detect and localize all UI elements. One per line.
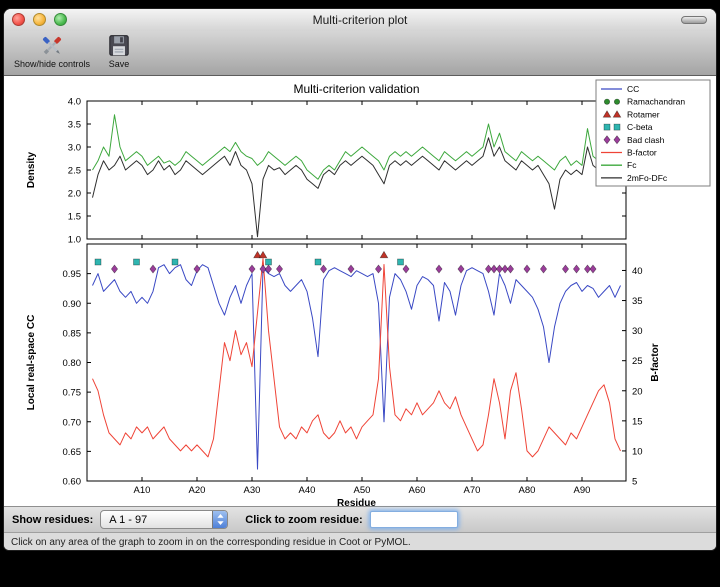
status-bar: Click on any area of the graph to zoom i… <box>4 532 716 550</box>
save-label: Save <box>108 59 130 69</box>
svg-text:A60: A60 <box>409 485 426 496</box>
titlebar[interactable]: Multi-criterion plot <box>4 9 716 31</box>
zoom-residue-input[interactable] <box>369 511 458 528</box>
svg-text:A70: A70 <box>464 485 481 496</box>
svg-text:0.90: 0.90 <box>63 299 82 310</box>
density-axis-label: Density <box>26 152 37 189</box>
svg-text:2mFo-DFc: 2mFo-DFc <box>627 173 668 183</box>
svg-text:0.60: 0.60 <box>63 477 82 488</box>
bad-clash-markers <box>111 264 597 274</box>
svg-text:5: 5 <box>632 477 637 488</box>
show-hide-controls-button[interactable]: Show/hide controls <box>14 33 90 69</box>
plot-title: Multi-criterion validation <box>293 82 419 96</box>
save-icon <box>109 35 129 56</box>
bfactor-axis-label: B-factor <box>650 343 661 381</box>
minimize-button[interactable] <box>33 13 46 26</box>
svg-text:30: 30 <box>632 326 643 337</box>
close-button[interactable] <box>12 13 25 26</box>
traffic-lights <box>12 13 67 26</box>
svg-text:2.0: 2.0 <box>68 189 81 200</box>
show-residues-label: Show residues: <box>12 513 94 526</box>
svg-text:35: 35 <box>632 296 643 307</box>
svg-text:0.70: 0.70 <box>63 417 82 428</box>
svg-text:3.0: 3.0 <box>68 143 81 154</box>
svg-text:40: 40 <box>632 266 643 277</box>
zoom-residue-label: Click to zoom residue: <box>245 513 363 526</box>
svg-text:0.95: 0.95 <box>63 269 82 280</box>
2mFo-DFc-line <box>92 137 621 238</box>
svg-text:A30: A30 <box>244 485 261 496</box>
legend: CC Ramachandran Rotamer C-beta Bad clash B-fa… <box>595 79 711 187</box>
toolbar: Show/hide controls Save <box>4 31 716 76</box>
axes <box>86 100 627 482</box>
svg-text:Rotamer: Rotamer <box>627 109 660 119</box>
svg-text:10: 10 <box>632 446 643 457</box>
tools-icon <box>42 36 62 55</box>
svg-text:0.75: 0.75 <box>63 388 82 399</box>
svg-text:3.5: 3.5 <box>68 120 81 131</box>
show-residues-value: A 1 - 97 <box>109 513 148 526</box>
svg-text:1.0: 1.0 <box>68 235 81 246</box>
multi-criterion-validation-plot[interactable]: Multi-criterion validation 1.0 1.5 2.0 2.5 3.… <box>4 76 717 506</box>
svg-text:B-factor: B-factor <box>627 148 657 158</box>
show-hide-controls-label: Show/hide controls <box>14 59 91 69</box>
svg-text:1.5: 1.5 <box>68 212 81 223</box>
svg-text:15: 15 <box>632 416 643 427</box>
svg-text:CC: CC <box>627 84 639 94</box>
svg-text:20: 20 <box>632 386 643 397</box>
cc-axis-label: Local real-space CC <box>26 315 37 411</box>
axis-text: Multi-criterion validation 1.0 1.5 2.0 2.5 3.… <box>26 82 661 506</box>
svg-text:C-beta: C-beta <box>627 122 653 132</box>
svg-text:A40: A40 <box>299 485 316 496</box>
svg-text:A80: A80 <box>519 485 536 496</box>
svg-text:A50: A50 <box>354 485 371 496</box>
window-title: Multi-criterion plot <box>312 13 408 27</box>
svg-text:25: 25 <box>632 356 643 367</box>
B-factor-line <box>92 257 621 458</box>
toolbar-toggle-button[interactable] <box>681 16 707 24</box>
svg-text:4.0: 4.0 <box>68 97 81 108</box>
status-message: Click on any area of the graph to zoom i… <box>11 537 411 548</box>
svg-text:0.85: 0.85 <box>63 328 82 339</box>
svg-text:0.65: 0.65 <box>63 447 82 458</box>
controls-bar: Show residues: A 1 - 97 Click to zoom re… <box>4 506 716 532</box>
svg-text:Ramachandran: Ramachandran <box>627 97 685 107</box>
figure-area: Multi-criterion validation 1.0 1.5 2.0 2.5 3.… <box>4 76 716 506</box>
svg-text:A20: A20 <box>189 485 206 496</box>
svg-text:Bad clash: Bad clash <box>627 135 665 145</box>
show-residues-select[interactable]: A 1 - 97 <box>100 510 229 529</box>
x-axis-label: Residue <box>337 498 376 506</box>
c-beta-markers <box>94 258 404 266</box>
rotamer-markers <box>253 250 389 259</box>
svg-text:Fc: Fc <box>627 160 637 170</box>
updown-stepper-icon <box>212 511 228 528</box>
svg-text:A10: A10 <box>134 485 151 496</box>
Fc-line <box>92 114 621 180</box>
CC-line <box>92 264 621 470</box>
svg-text:2.5: 2.5 <box>68 166 81 177</box>
series-lines <box>92 114 621 470</box>
save-button[interactable]: Save <box>106 33 132 69</box>
app-window: Multi-criterion plot Show/hide controls <box>3 8 717 551</box>
svg-text:A90: A90 <box>574 485 591 496</box>
svg-text:0.80: 0.80 <box>63 358 82 369</box>
zoom-window-button[interactable] <box>54 13 67 26</box>
outlier-markers <box>94 250 597 274</box>
